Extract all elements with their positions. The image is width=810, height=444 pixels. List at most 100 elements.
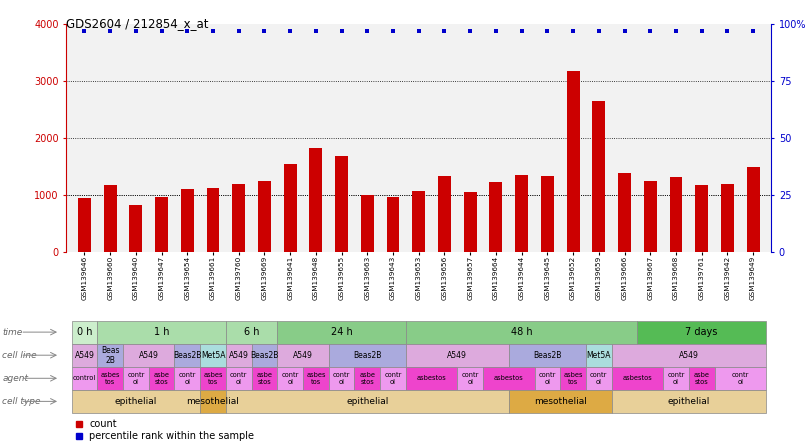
Bar [438,176,451,252]
Text: asbe
stos: asbe stos [257,372,272,385]
Bar [464,191,476,252]
Bar [515,175,528,252]
Text: contr
ol: contr ol [590,372,608,385]
Bar [489,182,502,252]
Bar [207,187,220,252]
Bar [355,367,380,390]
Text: time: time [2,328,23,337]
Point [438,28,451,35]
Text: asbes
tos: asbes tos [306,372,326,385]
Bar [104,185,117,252]
Text: control: control [73,375,96,381]
Point [592,28,605,35]
Bar [71,344,97,367]
Text: contr
ol: contr ol [127,372,144,385]
Text: epithelial: epithelial [346,397,389,406]
Bar [670,177,682,252]
Text: cell type: cell type [2,397,41,406]
Bar [663,367,688,390]
Bar [97,367,123,390]
Text: asbes
tos: asbes tos [100,372,120,385]
Text: contr
ol: contr ol [539,372,556,385]
Bar [277,367,303,390]
Text: contr
ol: contr ol [179,372,196,385]
Text: contr
ol: contr ol [333,372,350,385]
Bar [149,367,174,390]
Text: A549: A549 [139,351,159,360]
Text: asbestos: asbestos [623,375,652,381]
Bar [258,181,271,252]
Bar [123,344,174,367]
Bar [412,191,425,252]
Bar [284,164,296,252]
Bar [561,367,586,390]
Bar [277,344,329,367]
Bar [612,367,663,390]
Point [284,28,296,35]
Text: asbe
stos: asbe stos [154,372,169,385]
Text: A549: A549 [228,351,249,360]
Bar [406,344,509,367]
Bar [586,344,612,367]
Point [155,28,168,35]
Bar [612,344,766,367]
Point [386,28,399,35]
Text: count: count [89,419,117,429]
Text: A549: A549 [293,351,313,360]
Text: 48 h: 48 h [511,327,532,337]
Point [335,28,348,35]
Bar [637,321,766,344]
Bar [226,321,277,344]
Text: Beas2B: Beas2B [353,351,382,360]
Text: Beas2B: Beas2B [250,351,279,360]
Bar [303,367,329,390]
Text: epithelial: epithelial [115,397,157,406]
Point [309,28,322,35]
Bar [71,367,97,390]
Bar [309,148,322,252]
Text: contr
ol: contr ol [282,372,299,385]
Text: mesothelial: mesothelial [534,397,586,406]
Bar [612,390,766,413]
Point [618,28,631,35]
Text: contr
ol: contr ol [462,372,479,385]
Bar [541,176,554,252]
Bar [714,367,766,390]
Text: contr
ol: contr ol [385,372,402,385]
Text: mesothelial: mesothelial [186,397,240,406]
Text: 7 days: 7 days [685,327,718,337]
Text: GDS2604 / 212854_x_at: GDS2604 / 212854_x_at [66,16,209,30]
Point [130,28,143,35]
Bar [688,367,714,390]
Text: asbes
tos: asbes tos [203,372,223,385]
Bar [361,195,373,252]
Text: asbestos: asbestos [417,375,446,381]
Text: percentile rank within the sample: percentile rank within the sample [89,431,254,441]
Bar [226,344,252,367]
Point [104,28,117,35]
Text: cell line: cell line [2,351,37,360]
Point [360,28,373,35]
Text: asbe
stos: asbe stos [693,372,710,385]
Point [489,28,502,35]
Bar [181,189,194,252]
Bar [721,183,734,252]
Point [412,28,425,35]
Point [464,28,477,35]
Bar [406,367,458,390]
Bar [156,197,168,252]
Bar [386,197,399,252]
Text: Beas
2B: Beas 2B [101,345,119,365]
Point [541,28,554,35]
Bar [252,344,277,367]
Bar [335,156,348,252]
Bar [200,390,226,413]
Bar [483,367,535,390]
Text: A549: A549 [679,351,699,360]
Text: 6 h: 6 h [244,327,259,337]
Text: agent: agent [2,374,28,383]
Bar [458,367,483,390]
Bar [232,183,245,252]
Point [747,28,760,35]
Text: 0 h: 0 h [77,327,92,337]
